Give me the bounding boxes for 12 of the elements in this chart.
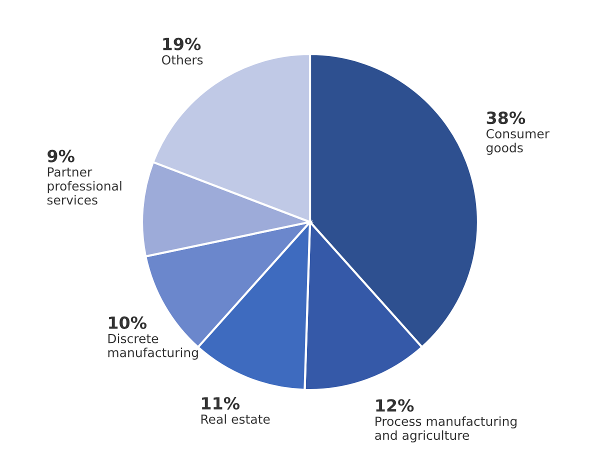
data-label: 38% <box>486 112 526 124</box>
data-label: 10% <box>109 316 147 329</box>
slice-label: Partner professional services <box>47 167 122 205</box>
data-label: 9% <box>48 150 74 162</box>
data-label: 11% <box>202 396 240 410</box>
slice-label: Process manufacturing and agriculture <box>375 416 517 442</box>
data-label: 19% <box>163 38 201 50</box>
slice-label: Consumer goods <box>486 128 550 155</box>
slice-label: Real estate <box>201 414 270 424</box>
slice-label: Others <box>162 54 203 65</box>
slice-label: Discrete manufacturing <box>108 334 198 360</box>
data-label: 12% <box>376 399 414 412</box>
